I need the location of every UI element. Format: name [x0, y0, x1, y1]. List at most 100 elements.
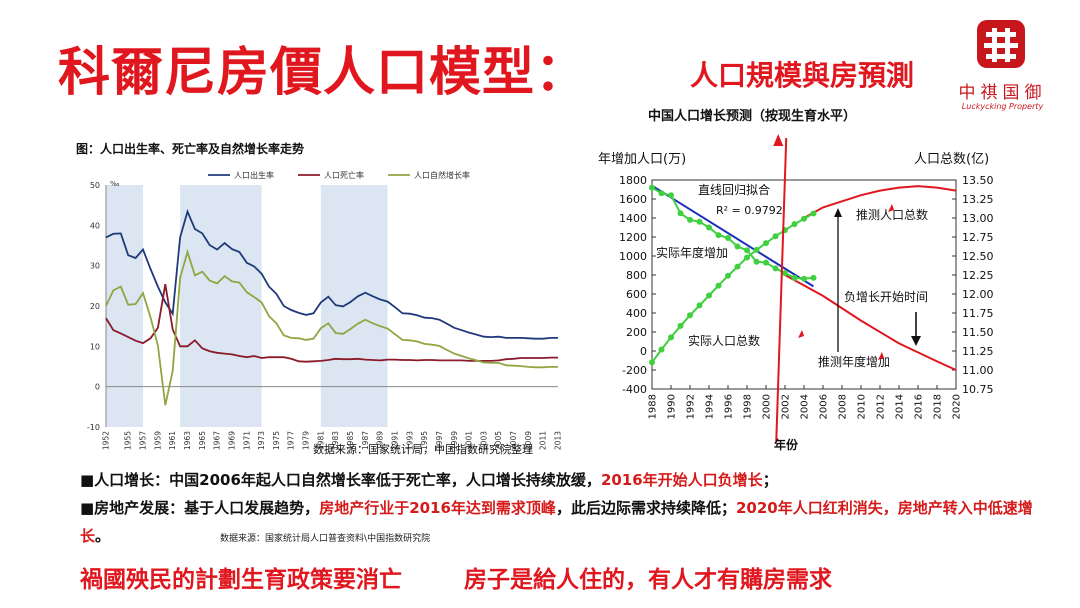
data-point [753, 246, 760, 253]
data-point [725, 272, 731, 279]
projected-increase-line [784, 274, 957, 371]
left-y-tick-label: 200 [626, 326, 647, 339]
projected-total-line [803, 185, 957, 219]
data-point [772, 265, 779, 272]
x-tick-label: 1973 [257, 431, 266, 450]
annotation-pointer [878, 352, 884, 360]
legend-label: 人口出生率 [234, 170, 274, 180]
company-logo-icon [977, 20, 1025, 68]
left-y-tick-label: 1800 [619, 174, 647, 187]
right-chart-title: 中国人口增长预测（按现生育水平） [648, 108, 856, 124]
x-tick-label: 2014 [895, 394, 906, 419]
right-y-tick-label: 13.00 [962, 212, 994, 225]
data-point [677, 322, 684, 329]
x-tick-label: 1997 [435, 431, 444, 450]
x-tick-label: 2004 [800, 394, 811, 419]
data-point [706, 224, 712, 231]
chart-annotation: 实际年度增加 [656, 245, 728, 260]
x-tick-label: 2001 [465, 431, 474, 450]
left-y-tick-label: 1600 [619, 193, 647, 206]
x-tick-label: 1957 [139, 431, 148, 450]
data-point [687, 216, 693, 223]
y-tick-label: 50 [90, 181, 100, 190]
data-point [782, 270, 788, 277]
right-y-tick-label: 11.00 [962, 364, 994, 377]
x-tick-label: 1967 [213, 431, 222, 450]
right-x-axis-label: 年份 [774, 437, 799, 452]
data-point [725, 234, 731, 241]
x-tick-label: 2006 [819, 394, 830, 419]
regression-line [651, 184, 815, 288]
data-point [810, 210, 817, 217]
annotation-arrowhead [834, 208, 842, 217]
data-point [687, 312, 693, 319]
bullet-source: 数据来源：国家统计局人口普查资料\中国指数研究院 [220, 534, 431, 544]
right-y-tick-label: 12.00 [962, 288, 994, 301]
x-tick-label: 1981 [316, 431, 325, 450]
right-y-tick-label: 12.75 [962, 231, 994, 244]
left-y-tick-label: 600 [626, 288, 647, 301]
series-line [105, 284, 558, 363]
page-title: 科爾尼房價人口模型： [58, 42, 589, 103]
x-tick-label: 1965 [198, 431, 207, 450]
right-right-axis-label: 人口总数(亿) [914, 152, 989, 167]
x-tick-label: 1977 [287, 431, 296, 450]
x-tick-label: 1975 [272, 431, 281, 450]
chart-annotation: 实际人口总数 [688, 333, 760, 348]
data-point [744, 247, 750, 254]
left-y-tick-label: 1200 [619, 231, 647, 244]
data-point [791, 274, 798, 281]
data-point [649, 184, 655, 191]
x-tick-label: 2007 [509, 431, 518, 450]
right-left-axis-label: 年增加人口(万) [598, 152, 686, 167]
logo-chinese-name: 中祺国御 [958, 83, 1047, 103]
left-chart-title: 图：人口出生率、死亡率及自然增长率走势 [76, 141, 304, 156]
annotation-arrowhead [911, 336, 921, 346]
x-tick-label: 1990 [667, 394, 678, 419]
x-tick-label: 1959 [153, 431, 162, 450]
x-tick-label: 1987 [361, 431, 370, 450]
summary-bullets: ■人口增长：中国2006年起人口自然增长率低于死亡率，人口增长持续放缓，2016… [80, 466, 1040, 553]
data-point [734, 243, 741, 250]
data-point [706, 292, 712, 299]
right-y-tick-label: 10.75 [962, 383, 994, 396]
left-y-tick-label: 400 [626, 307, 647, 320]
data-point [658, 190, 665, 197]
x-tick-label: 2010 [857, 394, 868, 419]
x-tick-label: 1988 [648, 394, 659, 419]
slogan-left: 禍國殃民的計劃生育政策要消亡 [80, 567, 402, 593]
data-point [763, 259, 769, 266]
x-tick-label: 1992 [686, 394, 697, 419]
data-point [677, 210, 684, 217]
left-y-tick-label: 1000 [619, 250, 647, 263]
right-y-tick-label: 11.25 [962, 345, 994, 358]
left-chart-unit-label: ‰ [110, 180, 120, 188]
data-point [763, 240, 769, 247]
data-point [801, 215, 807, 222]
series-line [105, 208, 558, 340]
x-tick-label: 2018 [933, 394, 944, 419]
x-tick-label: 1983 [331, 431, 340, 450]
data-point [658, 346, 665, 353]
logo-english-name: Luckycking Property [961, 102, 1044, 111]
vertical-marker-arrowhead [773, 134, 784, 146]
left-y-tick-label: 800 [626, 269, 647, 282]
chart-annotation: 直线回归拟合 [698, 182, 770, 197]
slogan-row: 禍國殃民的計劃生育政策要消亡 房子是給人住的，有人才有購房需求 [80, 560, 832, 594]
shaded-period [320, 185, 388, 427]
y-tick-label: 20 [90, 302, 100, 311]
chart-annotation: R² = 0.9792 [716, 204, 783, 217]
x-tick-label: 2008 [838, 394, 849, 419]
shaded-period [106, 185, 144, 427]
annotation-pointer [798, 330, 804, 338]
x-tick-label: 2003 [479, 431, 488, 450]
y-tick-label: 0 [95, 383, 100, 392]
series-line [105, 248, 558, 406]
x-tick-label: 2020 [952, 394, 963, 419]
data-point [696, 302, 703, 309]
left-chart-source: 数据来源：国家统计局，中国指数研究院整理 [313, 442, 533, 456]
x-tick-label: 1955 [124, 431, 133, 450]
annotation-pointer [888, 204, 894, 212]
data-point [791, 221, 798, 228]
x-tick-label: 1994 [705, 394, 716, 419]
